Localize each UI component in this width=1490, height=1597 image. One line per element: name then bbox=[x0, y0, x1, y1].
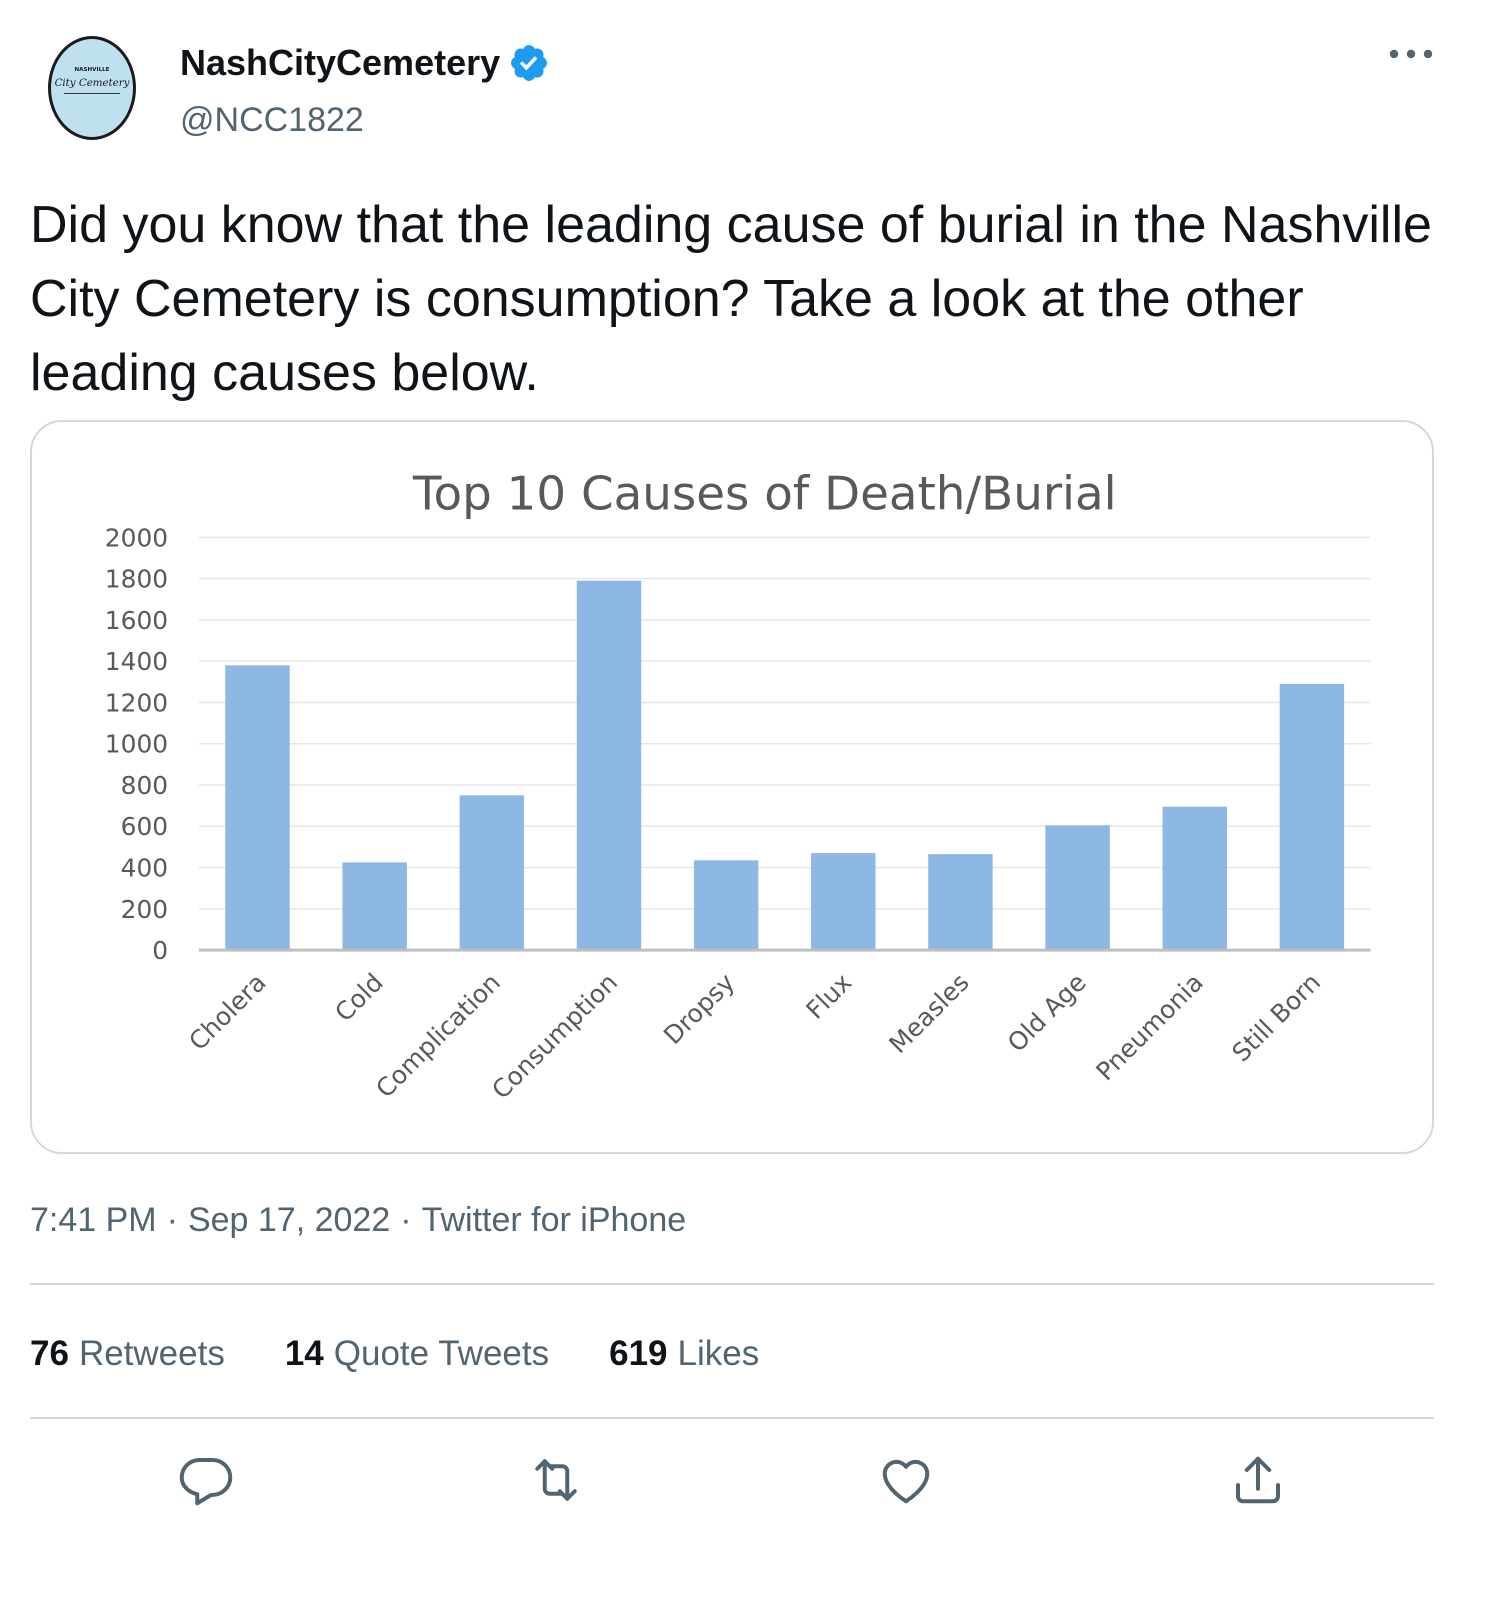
more-options-icon[interactable] bbox=[1386, 36, 1436, 72]
y-tick-label: 400 bbox=[121, 854, 168, 883]
bar-flux bbox=[811, 853, 876, 951]
quote-tweets-stat[interactable]: 14 Quote Tweets bbox=[285, 1331, 549, 1377]
y-tick-label: 1000 bbox=[105, 730, 168, 759]
quote-tweets-label: Quote Tweets bbox=[333, 1334, 550, 1373]
bar-still-born bbox=[1279, 683, 1345, 951]
divider bbox=[30, 1283, 1434, 1285]
y-tick-label: 800 bbox=[121, 771, 168, 800]
tweet-stats: 76 Retweets 14 Quote Tweets 619 Likes bbox=[30, 1331, 819, 1377]
y-tick-label: 1800 bbox=[105, 565, 168, 594]
avatar-text-top: NASHVILLE bbox=[75, 67, 110, 73]
bar-chart: Top 10 Causes of Death/Burial 2000180016… bbox=[105, 468, 1371, 1105]
verified-badge-icon bbox=[508, 42, 550, 84]
meta-separator: · bbox=[400, 1201, 412, 1239]
y-tick-label: 1200 bbox=[105, 688, 168, 717]
likes-count: 619 bbox=[609, 1334, 668, 1373]
bar-complication bbox=[459, 795, 525, 951]
x-tick-label: Dropsy bbox=[658, 968, 740, 1050]
y-tick-label: 0 bbox=[152, 936, 168, 965]
x-tick-label: Complication bbox=[370, 968, 506, 1104]
likes-label: Likes bbox=[677, 1334, 760, 1373]
y-tick-label: 1400 bbox=[105, 647, 168, 676]
bar-cholera bbox=[225, 665, 290, 951]
retweets-stat[interactable]: 76 Retweets bbox=[30, 1331, 225, 1377]
quote-tweets-count: 14 bbox=[284, 1334, 324, 1373]
bar-measles bbox=[928, 854, 993, 951]
chart-title: Top 10 Causes of Death/Burial bbox=[412, 468, 1117, 522]
x-tick-label: Cold bbox=[329, 968, 389, 1028]
tweet-media-chart[interactable]: Top 10 Causes of Death/Burial 2000 1800 16… bbox=[30, 420, 1434, 1154]
y-tick-label: 2000 bbox=[105, 523, 168, 552]
chart-bars bbox=[225, 580, 1345, 951]
divider bbox=[30, 1417, 1434, 1419]
likes-stat[interactable]: 619 Likes bbox=[609, 1331, 759, 1377]
bar-dropsy bbox=[693, 860, 759, 951]
author-name-row[interactable]: NashCityCemetery bbox=[180, 41, 550, 85]
display-name[interactable]: NashCityCemetery bbox=[180, 42, 501, 83]
tweet-meta: 7:41 PM · Sep 17, 2022 · Twitter for iPhone bbox=[30, 1198, 686, 1242]
bar-consumption bbox=[576, 580, 642, 951]
x-tick-label: Old Age bbox=[1002, 968, 1092, 1058]
y-tick-label: 600 bbox=[121, 812, 168, 841]
meta-separator: · bbox=[166, 1201, 178, 1239]
x-tick-label: Pneumonia bbox=[1090, 968, 1209, 1087]
x-tick-label: Consumption bbox=[486, 968, 623, 1105]
author-handle[interactable]: @NCC1822 bbox=[180, 101, 364, 139]
retweet-icon[interactable] bbox=[526, 1450, 586, 1510]
tweet-date[interactable]: Sep 17, 2022 bbox=[187, 1201, 391, 1239]
tweet-source[interactable]: Twitter for iPhone bbox=[421, 1201, 687, 1239]
x-tick-label: Flux bbox=[800, 968, 857, 1025]
bar-old-age bbox=[1045, 825, 1110, 951]
avatar[interactable]: NASHVILLE City Cemetery bbox=[48, 36, 136, 140]
share-icon[interactable] bbox=[1228, 1450, 1288, 1510]
retweets-label: Retweets bbox=[78, 1334, 225, 1373]
x-tick-label: Cholera bbox=[183, 968, 271, 1056]
like-icon[interactable] bbox=[876, 1450, 936, 1510]
y-tick-label: 1600 bbox=[105, 606, 168, 635]
tweet-time[interactable]: 7:41 PM bbox=[30, 1201, 157, 1239]
retweets-count: 76 bbox=[30, 1334, 69, 1373]
avatar-text-main: City Cemetery bbox=[55, 77, 130, 89]
tweet-text: Did you know that the leading cause of b… bbox=[30, 196, 1432, 402]
reply-icon[interactable] bbox=[176, 1450, 236, 1510]
y-tick-label: 200 bbox=[121, 895, 168, 924]
bar-cold bbox=[342, 862, 407, 951]
bar-pneumonia bbox=[1162, 806, 1227, 951]
x-tick-label: Measles bbox=[883, 968, 974, 1059]
x-tick-label: Still Born bbox=[1226, 968, 1326, 1068]
